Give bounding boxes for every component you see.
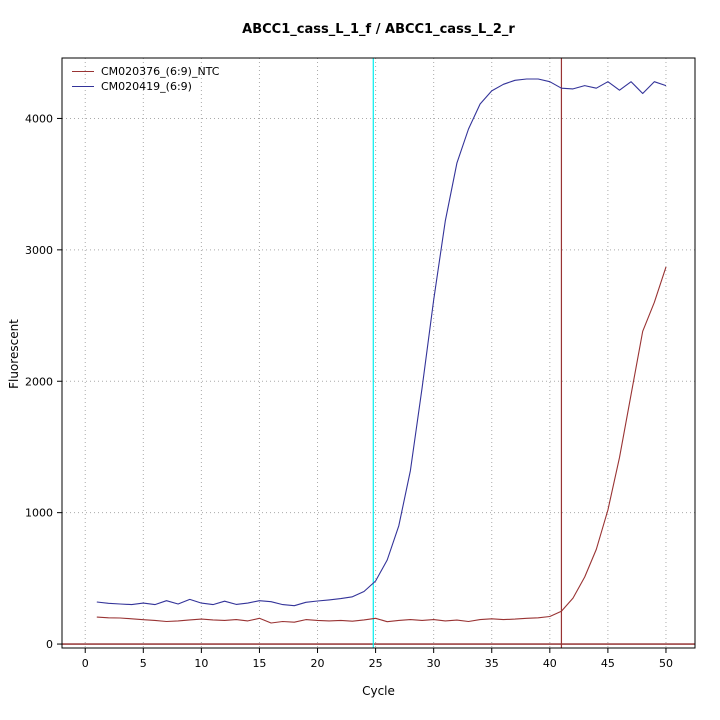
legend-item-sample: CM020419_(6:9): [72, 79, 219, 94]
plot-border: [61, 57, 696, 649]
series-line-1: [96, 78, 667, 607]
x-tick-label: 15: [252, 657, 266, 670]
chart-legend: CM020376_(6:9)_NTC CM020419_(6:9): [72, 64, 219, 94]
x-tick-label: 20: [311, 657, 325, 670]
legend-line-swatch-red: [72, 71, 94, 72]
y-tick-label: 2000: [25, 375, 53, 388]
legend-label-ntc: CM020376_(6:9)_NTC: [101, 65, 220, 78]
x-tick-label: 0: [82, 657, 89, 670]
chart-title: ABCC1_cass_L_1_f / ABCC1_cass_L_2_r: [242, 22, 515, 37]
x-tick-label: 40: [543, 657, 557, 670]
x-tick-label: 30: [427, 657, 441, 670]
series-line-0: [96, 266, 667, 624]
legend-label-sample: CM020419_(6:9): [101, 80, 192, 93]
y-tick-label: 0: [46, 638, 53, 651]
x-tick-label: 25: [369, 657, 383, 670]
x-tick-label: 45: [601, 657, 615, 670]
x-tick-label: 50: [659, 657, 673, 670]
x-tick-label: 5: [140, 657, 147, 670]
x-tick-label: 35: [485, 657, 499, 670]
y-axis-label: Fluorescent: [7, 319, 21, 389]
x-tick-label: 10: [194, 657, 208, 670]
legend-line-swatch-blue: [72, 86, 94, 87]
legend-item-ntc: CM020376_(6:9)_NTC: [72, 64, 219, 79]
y-tick-label: 4000: [25, 112, 53, 125]
x-axis-label: Cycle: [362, 684, 395, 698]
y-tick-label: 3000: [25, 244, 53, 257]
y-tick-label: 1000: [25, 507, 53, 520]
